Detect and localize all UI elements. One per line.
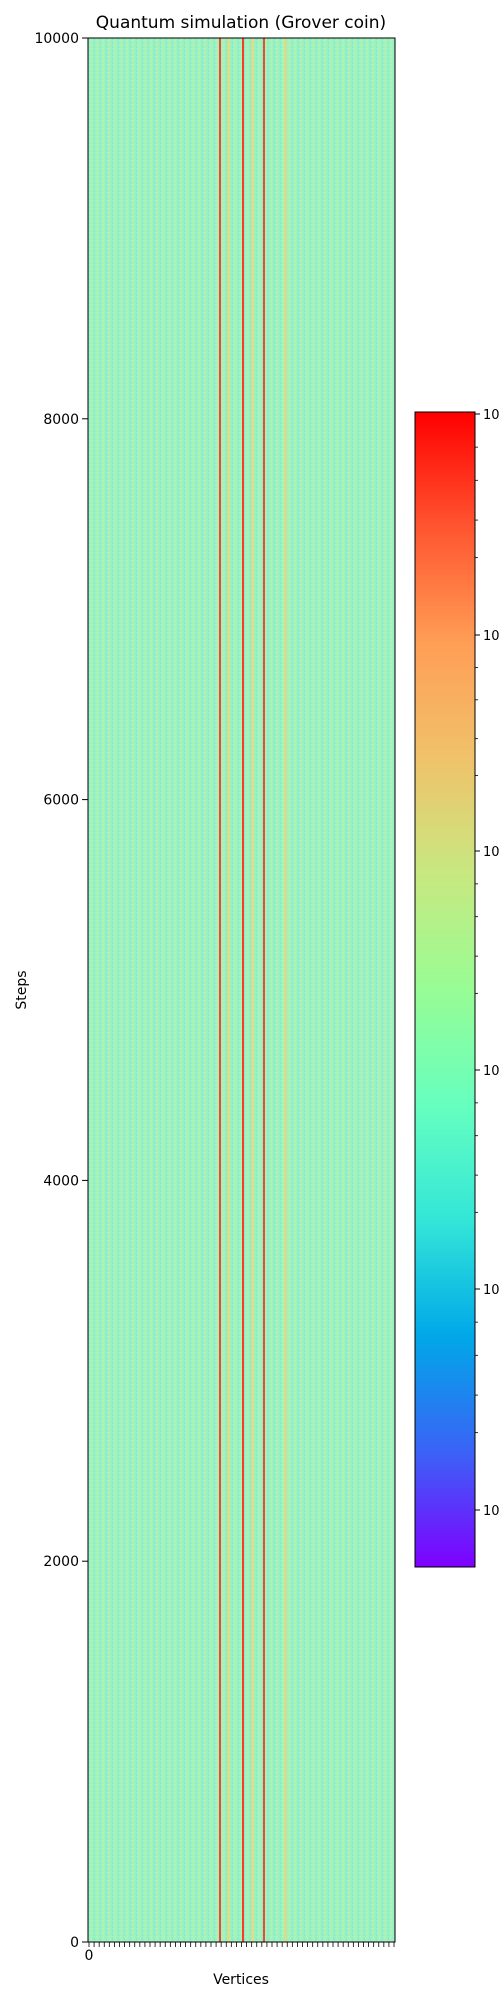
colorbar-tick-label: 10 bbox=[483, 1504, 500, 1519]
colorbar-tick-label: 10 bbox=[483, 629, 500, 644]
y-tick-label: 6000 bbox=[43, 793, 79, 809]
y-tick-label: 0 bbox=[70, 1935, 79, 1951]
hot-column-2 bbox=[242, 38, 244, 1942]
colorbar: 10 10 10 10 10 10 bbox=[414, 408, 500, 1568]
y-tick-label: 4000 bbox=[43, 1173, 79, 1189]
hot-column-3 bbox=[263, 38, 265, 1942]
hot-columns bbox=[219, 38, 287, 1942]
x-axis-label: Vertices bbox=[213, 1972, 269, 1988]
chart-title: Quantum simulation (Grover coin) bbox=[96, 13, 386, 33]
colorbar-tick-label: 10 bbox=[483, 408, 500, 423]
colorbar-tick-label: 10 bbox=[483, 845, 500, 860]
warm-column-2 bbox=[251, 38, 254, 1942]
x-tick-label: 0 bbox=[85, 1948, 94, 1964]
y-tick-label: 10000 bbox=[34, 31, 79, 47]
y-tick-label: 8000 bbox=[43, 412, 79, 428]
warm-column-1 bbox=[227, 38, 230, 1942]
colorbar-tick-label: 10 bbox=[483, 1064, 500, 1079]
colorbar-ticks: 10 10 10 10 10 10 bbox=[475, 408, 500, 1519]
heatmap-texture bbox=[88, 38, 395, 1942]
plot-area bbox=[87, 37, 396, 1943]
y-axis-label: Steps bbox=[14, 970, 30, 1009]
colorbar-fill bbox=[414, 411, 476, 1568]
y-tick-label: 2000 bbox=[43, 1554, 79, 1570]
warm-column-3 bbox=[284, 38, 287, 1942]
x-axis-ticks: 0 bbox=[85, 1942, 395, 1964]
y-axis-ticks: 0 2000 4000 6000 8000 10000 bbox=[34, 31, 88, 1951]
colorbar-tick-label: 10 bbox=[483, 1283, 500, 1298]
hot-column-1 bbox=[219, 38, 221, 1942]
